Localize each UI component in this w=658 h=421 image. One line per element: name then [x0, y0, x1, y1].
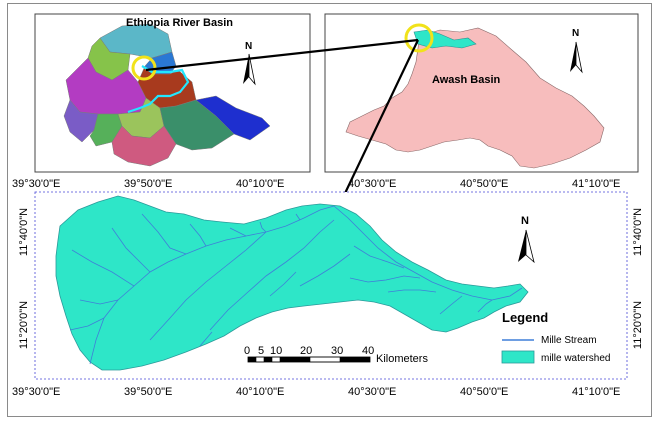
- north-arrow-icon: N: [243, 41, 256, 86]
- lat-label-left: 11°40'0"N: [18, 208, 30, 256]
- basin-navy-ogaden: [195, 95, 271, 141]
- legend-title: Legend: [502, 310, 548, 325]
- scale-unit: Kilometers: [376, 353, 428, 365]
- north-label: N: [245, 41, 252, 52]
- lon-label-top: 39°50'0"E: [124, 178, 172, 190]
- lon-label-top: 41°10'0"E: [572, 178, 620, 190]
- lat-label-right: 11°20'0"N: [632, 301, 644, 349]
- scale-label: 0: [244, 345, 250, 357]
- lon-label-bottom: 39°50'0"E: [124, 386, 172, 398]
- awash-basin-polygon: [345, 27, 605, 169]
- graticule-labels: 39°30'0"E 39°50'0"E 40°10'0"E 40°30'0"E …: [12, 178, 644, 398]
- lon-label-top: 40°30'0"E: [348, 178, 396, 190]
- legend-watershed-swatch: [501, 350, 535, 364]
- basin-pink-south: [111, 125, 177, 167]
- scale-label: 40: [362, 345, 374, 357]
- connector-line-awash-main: [337, 39, 419, 209]
- main-map: N 0 5 10 20 30 40 Kilometers Legend M: [34, 191, 628, 380]
- lon-label-top: 39°30'0"E: [12, 178, 60, 190]
- lon-label-bottom: 39°30'0"E: [12, 386, 60, 398]
- awash-outline: [127, 65, 190, 114]
- scale-label: 20: [300, 345, 312, 357]
- lon-label-top: 40°50'0"E: [460, 178, 508, 190]
- awash-inset-title: Awash Basin: [432, 74, 501, 86]
- legend-item-watershed: mille watershed: [541, 353, 610, 364]
- connector-line-ethiopia-awash: [145, 38, 419, 72]
- ethiopia-inset: Ethiopia River Basin N: [34, 13, 311, 173]
- awash-inset: Awash Basin N: [324, 13, 639, 173]
- lat-label-right: 11°40'0"N: [632, 208, 644, 256]
- legend-item-stream: Mille Stream: [541, 335, 597, 346]
- scale-bar: 0 5 10 20 30 40 Kilometers: [244, 345, 428, 365]
- mille-watershed-polygon: [55, 195, 529, 371]
- stream-network: [69, 205, 523, 365]
- north-label: N: [521, 215, 529, 227]
- lon-label-bottom: 41°10'0"E: [572, 386, 620, 398]
- basin-violet-baro: [63, 99, 99, 143]
- scale-label: 5: [258, 345, 264, 357]
- north-label: N: [572, 28, 579, 39]
- lon-label-bottom: 40°50'0"E: [460, 386, 508, 398]
- lon-label-top: 40°10'0"E: [236, 178, 284, 190]
- north-arrow-icon: N: [570, 28, 583, 74]
- lon-label-bottom: 40°30'0"E: [348, 386, 396, 398]
- scale-label: 30: [331, 345, 343, 357]
- ethiopia-inset-title: Ethiopia River Basin: [126, 17, 233, 29]
- scale-label: 10: [270, 345, 282, 357]
- lat-label-left: 11°20'0"N: [18, 301, 30, 349]
- legend: Legend Mille Stream mille watershed: [501, 310, 610, 364]
- lon-label-bottom: 40°10'0"E: [236, 386, 284, 398]
- highlight-ring-awash: [404, 23, 434, 53]
- north-arrow-icon: N: [518, 215, 535, 264]
